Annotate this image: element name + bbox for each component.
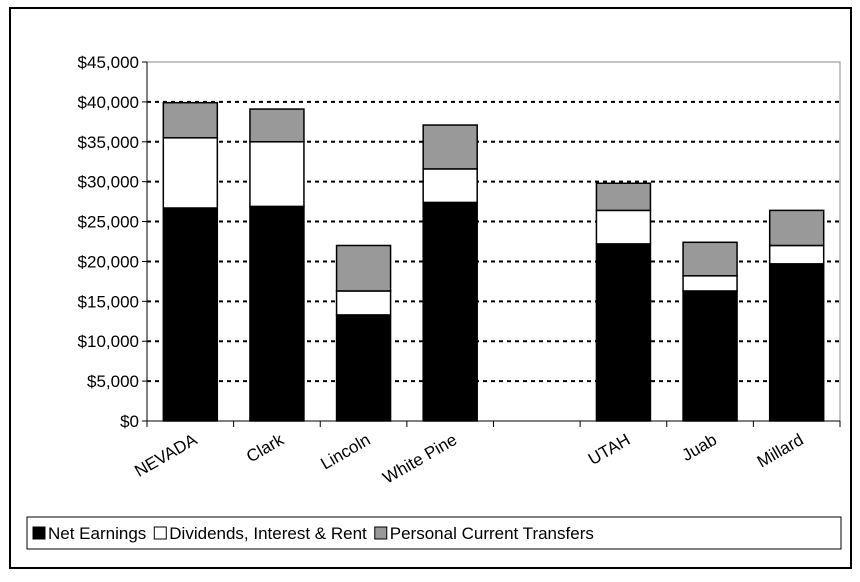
- legend-label: Net Earnings: [48, 524, 146, 543]
- legend-swatch: [32, 526, 46, 540]
- bar-segment: [682, 275, 738, 292]
- bar-segment: [595, 243, 652, 422]
- y-tick-label: $45,000: [78, 53, 139, 72]
- y-tick-label: $10,000: [78, 332, 139, 351]
- bar-segment: [768, 263, 825, 422]
- y-tick-label: $35,000: [78, 133, 139, 152]
- bar-segment: [595, 209, 652, 245]
- y-tick-label: $40,000: [78, 93, 139, 112]
- legend-swatch: [374, 526, 388, 540]
- bar-segment: [162, 207, 219, 422]
- bar-segment: [422, 124, 478, 170]
- bar-segment: [249, 141, 305, 208]
- bar-segment: [335, 290, 392, 316]
- bar-segment: [249, 108, 305, 143]
- y-tick-label: $15,000: [78, 292, 139, 311]
- y-tick-label: $30,000: [78, 173, 139, 192]
- y-tick-label: $5,000: [87, 372, 139, 391]
- bar-segment: [682, 241, 738, 277]
- bar-segment: [422, 201, 478, 422]
- bar-segment: [768, 244, 825, 265]
- y-tick-label: $25,000: [78, 213, 139, 232]
- bar-segment: [249, 205, 305, 422]
- bar-segment: [595, 182, 652, 212]
- legend-label: Dividends, Interest & Rent: [169, 524, 367, 543]
- bar-segment: [335, 314, 392, 422]
- bar-segment: [422, 168, 478, 204]
- legend-swatch: [153, 526, 167, 540]
- bar-segment: [335, 244, 392, 292]
- bar-segment: [682, 290, 738, 422]
- bar-segment: [768, 209, 825, 247]
- legend-label: Personal Current Transfers: [390, 524, 594, 543]
- bar-segment: [162, 101, 219, 139]
- bar-segment: [162, 137, 219, 209]
- y-tick-label: $20,000: [78, 252, 139, 271]
- y-tick-label: $0: [120, 412, 139, 431]
